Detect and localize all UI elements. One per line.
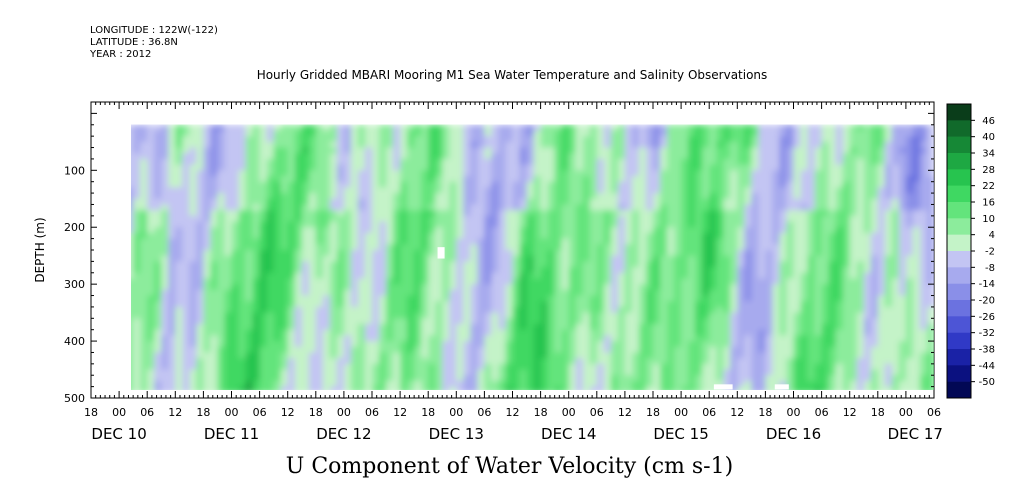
top-axis xyxy=(90,102,935,109)
x-hour-label: 00 xyxy=(674,406,688,419)
year-label: YEAR : 2012 xyxy=(90,49,152,60)
x-hour-label: 06 xyxy=(927,406,941,419)
x-hour-label: 06 xyxy=(590,406,604,419)
colorbar-swatch xyxy=(947,185,971,203)
x-hour-label: 18 xyxy=(534,406,548,419)
colorbar-swatch xyxy=(947,267,971,284)
x-hour-label: 12 xyxy=(843,406,857,419)
x-hour-label: 06 xyxy=(253,406,267,419)
colorbar-label: -38 xyxy=(979,345,995,356)
x-hour-label: 12 xyxy=(168,406,182,419)
x-hour-label: 06 xyxy=(815,406,829,419)
colorbar-label: -20 xyxy=(979,296,995,307)
colorbar-label: 4 xyxy=(989,230,995,241)
colorbar-label: 40 xyxy=(982,132,995,143)
colorbar-label: -8 xyxy=(985,263,995,274)
colorbar-label: 28 xyxy=(982,165,995,176)
colorbar-label: 46 xyxy=(982,116,995,127)
x-hour-label: 12 xyxy=(730,406,744,419)
colorbar-swatch xyxy=(947,332,971,350)
x-day-label: DEC 17 xyxy=(888,425,943,443)
x-hour-label: 18 xyxy=(646,406,660,419)
colorbar-swatch xyxy=(947,381,971,399)
x-hour-label: 18 xyxy=(421,406,435,419)
x-hour-label: 06 xyxy=(477,406,491,419)
y-tick-label: 400 xyxy=(64,335,85,348)
x-hour-label: 00 xyxy=(787,406,801,419)
colorbar-swatch xyxy=(947,202,971,219)
x-hour-label: 18 xyxy=(309,406,323,419)
x-hour-label: 12 xyxy=(393,406,407,419)
colorbar-swatch xyxy=(947,365,971,382)
colorbar-swatch xyxy=(947,251,971,268)
x-hour-label: 06 xyxy=(140,406,154,419)
colorbar-label: -32 xyxy=(979,328,995,339)
longitude-label: LONGITUDE : 122W(-122) xyxy=(90,25,218,36)
x-hour-label: 06 xyxy=(702,406,716,419)
data-gaps xyxy=(437,247,789,390)
x-hour-label: 18 xyxy=(871,406,885,419)
heatmap-field xyxy=(131,124,934,390)
x-day-label: DEC 10 xyxy=(91,425,146,443)
colorbar-swatch xyxy=(947,316,971,333)
latitude-label: LATITUDE : 36.8N xyxy=(90,37,178,48)
colorbar-swatch xyxy=(947,169,971,186)
gap-1 xyxy=(713,384,733,390)
colorbar-label: -26 xyxy=(979,312,995,323)
x-hour-label: 00 xyxy=(449,406,463,419)
x-hour-label: 00 xyxy=(899,406,913,419)
x-day-label: DEC 13 xyxy=(429,425,484,443)
x-hour-label: 12 xyxy=(506,406,520,419)
x-hour-label: 00 xyxy=(562,406,576,419)
x-hour-label: 00 xyxy=(337,406,351,419)
x-hour-label: 00 xyxy=(112,406,126,419)
x-hour-label: 12 xyxy=(618,406,632,419)
y-axis: 100 200 300 400 500 xyxy=(64,112,934,405)
x-day-label: DEC 16 xyxy=(766,425,821,443)
colorbar-swatch xyxy=(947,120,971,137)
colorbar-swatch xyxy=(947,218,971,235)
colorbar-swatch xyxy=(947,283,971,301)
x-day-label: DEC 14 xyxy=(541,425,596,443)
gap-0 xyxy=(437,247,445,259)
colorbar-label: -14 xyxy=(979,279,995,290)
colorbar-swatch xyxy=(947,300,971,317)
x-hour-label: 06 xyxy=(365,406,379,419)
x-axis: 18 00 06 12 18 00 06 12 18 00 06 12 18 00 06 12 18 00 06 12… xyxy=(84,391,943,443)
colorbar-swatch xyxy=(947,153,971,170)
colorbar-label: 22 xyxy=(982,181,995,192)
colorbar-swatch xyxy=(947,234,971,252)
colorbar-swatch xyxy=(947,349,971,366)
colorbar-label: 34 xyxy=(982,149,995,160)
x-hour-label: 12 xyxy=(281,406,295,419)
x-day-label: DEC 11 xyxy=(204,425,259,443)
colorbar-label: 16 xyxy=(982,198,995,209)
gap-2 xyxy=(774,384,789,390)
x-hour-label: 18 xyxy=(84,406,98,419)
y-tick-label: 500 xyxy=(64,392,85,405)
chart-subtitle: U Component of Water Velocity (cm s-1) xyxy=(285,454,734,479)
colorbar-swatch xyxy=(947,136,971,154)
colorbar-label: -2 xyxy=(985,247,995,258)
y-tick-label: 200 xyxy=(64,221,85,234)
x-hour-label: 18 xyxy=(196,406,210,419)
x-day-label: DEC 15 xyxy=(653,425,708,443)
y-tick-label: 300 xyxy=(64,278,85,291)
colorbar-label: -50 xyxy=(979,377,995,388)
chart-title: Hourly Gridded MBARI Mooring M1 Sea Wate… xyxy=(256,68,768,82)
x-hour-label: 00 xyxy=(225,406,239,419)
y-axis-label: DEPTH (m) xyxy=(33,217,47,282)
colorbar-label: 10 xyxy=(982,214,995,225)
x-day-label: DEC 12 xyxy=(316,425,371,443)
colorbar-swatch xyxy=(947,104,971,121)
heatmap-cells xyxy=(131,124,934,390)
colorbar-label: -44 xyxy=(979,361,995,372)
x-hour-label: 18 xyxy=(758,406,772,419)
colorbar: 46 40 34 28 22 16 10 4 -2 -8 -14 -20 -26 -32 -38 -44 -50 xyxy=(946,103,995,399)
y-tick-label: 100 xyxy=(64,164,85,177)
